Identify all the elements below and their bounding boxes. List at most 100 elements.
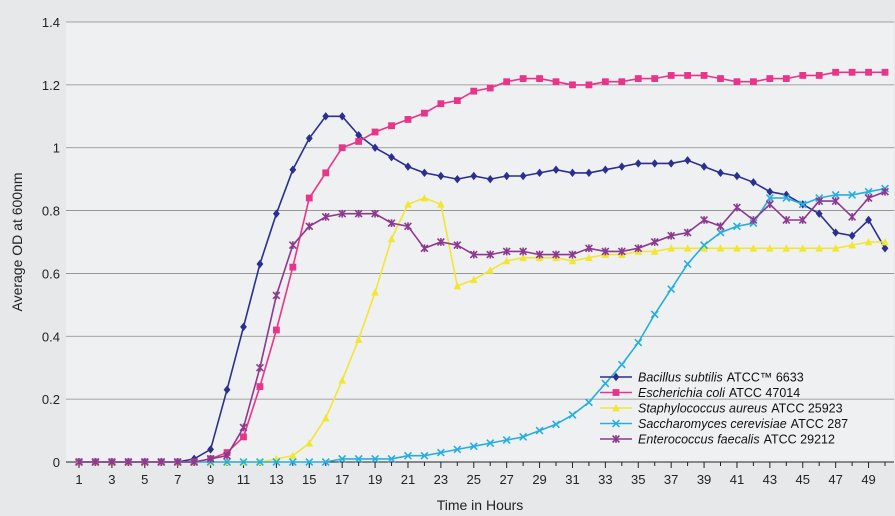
legend-item: Escherichia coli ATCC 47014 <box>600 386 800 400</box>
data-point <box>420 244 429 253</box>
data-point <box>552 165 560 174</box>
legend-item: Bacillus subtilis ATCC™ 6633 <box>600 371 804 385</box>
series-line <box>79 115 886 463</box>
data-point <box>272 209 280 218</box>
x-tick-label: 3 <box>108 472 115 487</box>
data-point <box>404 162 412 171</box>
data-point <box>798 244 807 252</box>
data-point <box>305 222 314 231</box>
data-point <box>255 458 264 466</box>
data-point <box>848 241 856 249</box>
legend-label: Enterococcus faecalis ATCC 29212 <box>638 433 835 447</box>
data-point <box>815 209 823 218</box>
data-point <box>865 215 872 225</box>
data-point <box>700 244 708 252</box>
data-point <box>881 68 889 76</box>
data-point <box>717 168 724 178</box>
data-point <box>502 256 511 265</box>
data-point <box>437 100 445 108</box>
data-point <box>355 130 363 140</box>
data-point <box>799 72 807 79</box>
data-point <box>585 168 593 178</box>
data-point <box>503 171 511 181</box>
data-point <box>75 458 83 466</box>
data-point <box>436 238 445 246</box>
data-point <box>255 363 264 372</box>
legend-series-suffix: ATCC™ 6633 <box>727 371 804 385</box>
data-point <box>585 253 593 262</box>
data-point <box>453 174 461 184</box>
data-point <box>750 78 757 86</box>
series-group <box>75 68 889 467</box>
data-point <box>815 197 824 206</box>
data-point <box>832 228 840 237</box>
data-point <box>864 238 873 246</box>
data-point <box>519 171 527 181</box>
data-point <box>749 244 758 252</box>
data-point <box>272 291 281 300</box>
y-tick-label: 0.4 <box>42 329 60 344</box>
legend-marker <box>612 419 620 428</box>
data-point <box>552 250 560 259</box>
x-tick-label: 7 <box>174 472 181 487</box>
data-point <box>239 423 248 432</box>
data-point <box>634 244 643 253</box>
legend-series-suffix: ATCC 29212 <box>764 433 835 447</box>
x-axis: 1 3 5 7 9 11 13 15 17 19 21 23 25 27 29 31 33 35 37 39 41 43 4… <box>75 462 886 487</box>
data-point <box>864 194 873 202</box>
legend-label: Saccharomyces cerevisiae ATCC 287 <box>638 417 848 431</box>
data-point <box>667 285 676 294</box>
data-point <box>502 436 511 444</box>
data-point <box>371 288 379 296</box>
legend-series-name: Staphylococcus aureus <box>638 402 767 416</box>
data-point <box>634 159 642 168</box>
x-tick-label: 39 <box>697 472 711 487</box>
data-point <box>700 216 709 224</box>
data-point <box>354 209 363 218</box>
data-point <box>732 203 741 212</box>
data-point <box>848 212 857 221</box>
data-point <box>502 247 511 256</box>
data-point <box>173 458 182 466</box>
x-tick-label: 23 <box>434 472 448 487</box>
data-point <box>815 72 823 79</box>
data-point <box>388 122 395 130</box>
data-point <box>289 165 297 174</box>
x-tick-label: 41 <box>730 472 744 487</box>
data-point <box>437 171 445 181</box>
data-point <box>272 326 280 334</box>
data-point <box>568 250 577 259</box>
data-point <box>469 250 478 259</box>
data-point <box>404 451 412 460</box>
x-tick-label: 11 <box>237 472 251 487</box>
data-point <box>256 259 264 269</box>
data-point <box>864 187 873 196</box>
x-tick-label: 47 <box>828 472 842 487</box>
data-point <box>667 244 675 252</box>
data-point <box>650 247 659 255</box>
data-point <box>223 385 231 394</box>
x-tick-label: 13 <box>269 472 283 487</box>
data-point <box>453 241 462 250</box>
data-point <box>749 216 758 224</box>
data-point <box>420 194 429 202</box>
data-point <box>387 454 396 463</box>
data-point <box>848 68 856 76</box>
data-point <box>782 194 791 202</box>
data-point <box>240 322 247 332</box>
data-point <box>765 200 774 209</box>
data-point <box>651 75 659 82</box>
data-point <box>272 458 281 466</box>
data-point <box>470 171 478 181</box>
data-point <box>815 244 824 252</box>
data-point <box>322 112 330 121</box>
data-point <box>732 222 741 231</box>
data-point <box>618 162 626 171</box>
data-point <box>552 78 560 86</box>
data-point <box>733 171 741 181</box>
data-point <box>798 200 807 209</box>
data-point <box>568 256 577 265</box>
data-point <box>388 152 395 162</box>
legend-series-name: Bacillus subtilis <box>638 371 723 385</box>
